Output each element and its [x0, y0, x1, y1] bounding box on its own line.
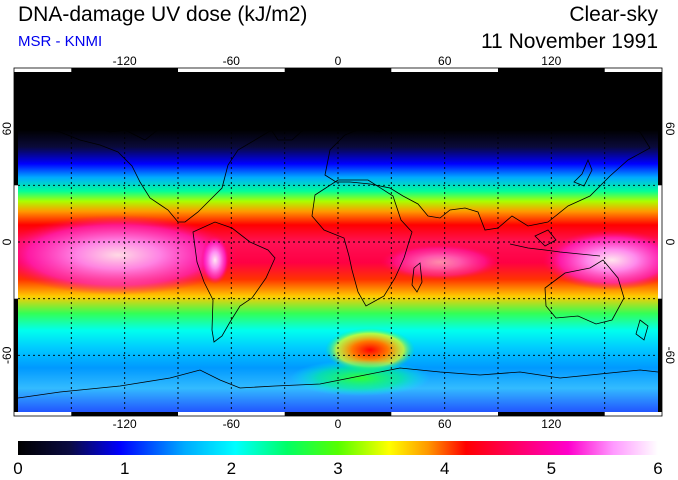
lon-tick-label: 0 [335, 417, 342, 431]
lat-tick-label: 0 [663, 239, 677, 246]
map-date: 11 November 1991 [480, 30, 658, 53]
colorbar-tick-label: 6 [653, 459, 662, 478]
lon-tick-label: -60 [223, 54, 241, 68]
lat-tick-label: 60 [663, 122, 677, 136]
lon-tick-label: -120 [113, 54, 137, 68]
australia-outline [544, 259, 625, 325]
south-america-outline [192, 221, 276, 343]
sky-condition-label: Clear-sky [569, 3, 658, 26]
lon-tick-label: 60 [438, 417, 452, 431]
lon-tick-label: 120 [541, 417, 561, 431]
map-frame [13, 67, 663, 417]
latitude-labels-left: 60 0 -60 [0, 122, 14, 364]
longitude-labels-bottom: -120 -60 0 60 120 [113, 417, 562, 431]
data-source-credit: MSR - KNMI [18, 33, 103, 50]
japan-outline [573, 158, 593, 187]
lon-tick-label: 60 [438, 54, 452, 68]
indonesia-outline [509, 229, 601, 257]
lat-tick-label: -60 [663, 347, 677, 365]
lon-tick-label: 0 [335, 54, 342, 68]
new-zealand-outline [635, 319, 649, 341]
lat-tick-label: -60 [0, 346, 14, 364]
lat-tick-label: 60 [0, 122, 14, 136]
colorbar-tick-label: 0 [13, 459, 22, 478]
lon-tick-label: -120 [113, 417, 137, 431]
lon-tick-label: -60 [223, 417, 241, 431]
madagascar-outline [411, 262, 423, 293]
colorbar-tick-label: 5 [547, 459, 556, 478]
coastlines [18, 93, 658, 399]
europe-asia-outline [324, 109, 651, 231]
north-america-outline [34, 109, 276, 223]
lat-tick-label: 0 [0, 238, 14, 245]
colorbar-gradient [18, 441, 658, 455]
colorbar-tick-label: 4 [440, 459, 449, 478]
colorbar-tick-label: 1 [120, 459, 129, 478]
map-title: DNA-damage UV dose (kJ/m2) [18, 3, 308, 26]
colorbar-tick-label: 3 [333, 459, 342, 478]
graticule [18, 72, 658, 412]
antarctica-outline [18, 367, 658, 399]
africa-outline [311, 179, 413, 307]
colorbar: 0 1 2 3 4 5 6 [13, 441, 663, 478]
greenland-outline [254, 93, 326, 141]
latitude-labels-right: 60 0 -60 [663, 122, 677, 364]
longitude-labels-top: -120 -60 0 60 120 [113, 54, 562, 68]
lon-tick-label: 120 [541, 54, 561, 68]
colorbar-tick-label: 2 [227, 459, 236, 478]
